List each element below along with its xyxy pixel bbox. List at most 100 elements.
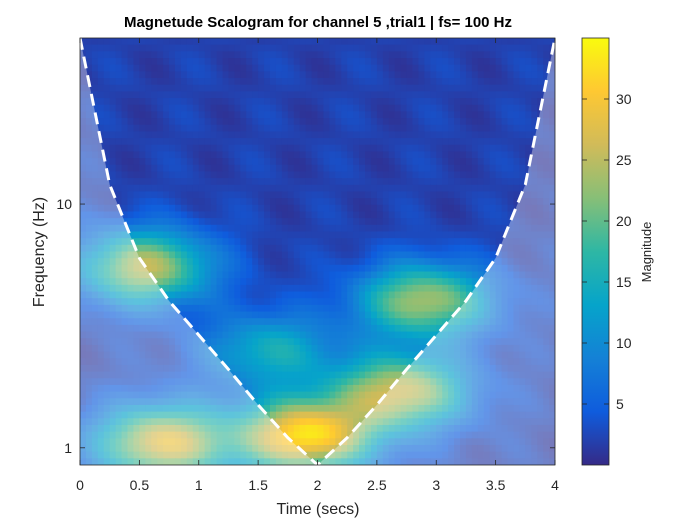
heatmap-cell xyxy=(216,304,224,313)
heatmap-cell xyxy=(157,104,164,112)
heatmap-cell xyxy=(80,324,87,333)
heatmap-cell xyxy=(275,144,283,153)
heatmap-cell xyxy=(228,44,235,52)
heatmap-cell xyxy=(513,344,520,353)
heatmap-cell xyxy=(169,378,176,386)
heatmap-cell xyxy=(204,211,212,219)
heatmap-cell xyxy=(495,178,503,186)
heatmap-cell xyxy=(543,398,550,406)
heatmap-cell xyxy=(465,371,473,379)
heatmap-cell xyxy=(198,44,206,52)
heatmap-cell xyxy=(400,391,408,399)
heatmap-cell xyxy=(549,378,555,386)
heatmap-cell xyxy=(127,251,135,259)
heatmap-cell xyxy=(127,391,135,399)
heatmap-cell xyxy=(228,451,235,459)
heatmap-cell xyxy=(127,144,135,153)
heatmap-cell xyxy=(133,211,140,219)
heatmap-cell xyxy=(335,164,342,173)
heatmap-cell xyxy=(388,424,396,433)
heatmap-cell xyxy=(454,404,461,413)
heatmap-cell xyxy=(341,391,348,399)
heatmap-cell xyxy=(477,78,485,86)
heatmap-cell xyxy=(513,444,520,453)
heatmap-cell xyxy=(234,124,241,132)
heatmap-cell xyxy=(329,211,336,219)
heatmap-cell xyxy=(406,144,414,153)
heatmap-cell xyxy=(180,324,188,333)
heatmap-cell xyxy=(210,51,218,59)
heatmap-cell xyxy=(115,138,123,146)
heatmap-cell xyxy=(507,158,515,166)
heatmap-cell xyxy=(311,218,319,226)
heatmap-cell xyxy=(163,384,170,393)
heatmap-cell xyxy=(305,244,313,253)
heatmap-cell xyxy=(139,251,146,259)
heatmap-cell xyxy=(335,324,342,333)
heatmap-cell xyxy=(513,224,520,233)
heatmap-cell xyxy=(145,124,152,132)
heatmap-cell xyxy=(103,44,111,52)
heatmap-cell xyxy=(418,171,425,179)
heatmap-cell xyxy=(543,264,550,273)
heatmap-cell xyxy=(359,158,366,166)
heatmap-cell xyxy=(145,91,152,99)
heatmap-cell xyxy=(442,431,449,439)
heatmap-cell xyxy=(127,211,135,219)
heatmap-cell xyxy=(483,444,491,453)
heatmap-cell xyxy=(240,111,247,119)
heatmap-cell xyxy=(115,164,123,173)
heatmap-cell xyxy=(537,171,544,179)
heatmap-cell xyxy=(513,91,520,99)
heatmap-cell xyxy=(210,218,218,226)
heatmap-cell xyxy=(317,304,325,313)
heatmap-cell xyxy=(412,51,420,59)
heatmap-cell xyxy=(335,244,342,253)
heatmap-cell xyxy=(163,438,170,446)
heatmap-cell xyxy=(91,338,99,346)
heatmap-cell xyxy=(406,311,414,319)
heatmap-cell xyxy=(169,44,176,52)
heatmap-cell xyxy=(299,44,307,52)
heatmap-cell xyxy=(448,111,455,119)
heatmap-cell xyxy=(323,178,330,186)
heatmap-cell xyxy=(430,64,437,72)
heatmap-cell xyxy=(157,418,164,426)
heatmap-cell xyxy=(222,111,230,119)
heatmap-cell xyxy=(210,411,218,419)
heatmap-cell xyxy=(186,378,194,386)
heatmap-cell xyxy=(430,178,437,186)
heatmap-cell xyxy=(275,238,283,246)
heatmap-cell xyxy=(347,258,354,266)
heatmap-cell xyxy=(317,324,325,333)
heatmap-cell xyxy=(192,218,200,226)
heatmap-cell xyxy=(483,398,491,406)
heatmap-cell xyxy=(531,238,538,246)
heatmap-cell xyxy=(418,324,425,333)
heatmap-cell xyxy=(531,384,538,393)
heatmap-cell xyxy=(513,58,520,66)
heatmap-cell xyxy=(299,184,307,193)
heatmap-cell xyxy=(424,444,431,453)
heatmap-cell xyxy=(151,118,158,126)
heatmap-cell xyxy=(525,364,532,373)
heatmap-cell xyxy=(151,344,158,353)
heatmap-cell xyxy=(234,71,241,79)
heatmap-cell xyxy=(85,191,93,199)
heatmap-cell xyxy=(216,338,224,346)
heatmap-cell xyxy=(412,124,420,132)
heatmap-cell xyxy=(501,218,509,226)
heatmap-cell xyxy=(234,271,241,279)
heatmap-cell xyxy=(186,351,194,359)
heatmap-cell xyxy=(234,264,241,273)
heatmap-cell xyxy=(270,264,277,273)
heatmap-cell xyxy=(507,411,515,419)
heatmap-cell xyxy=(400,338,408,346)
heatmap-cell xyxy=(85,298,93,306)
heatmap-cell xyxy=(204,104,212,112)
heatmap-cell xyxy=(543,191,550,199)
heatmap-cell xyxy=(442,318,449,326)
heatmap-cell xyxy=(281,398,289,406)
heatmap-cell xyxy=(347,224,354,233)
heatmap-cell xyxy=(311,424,319,433)
